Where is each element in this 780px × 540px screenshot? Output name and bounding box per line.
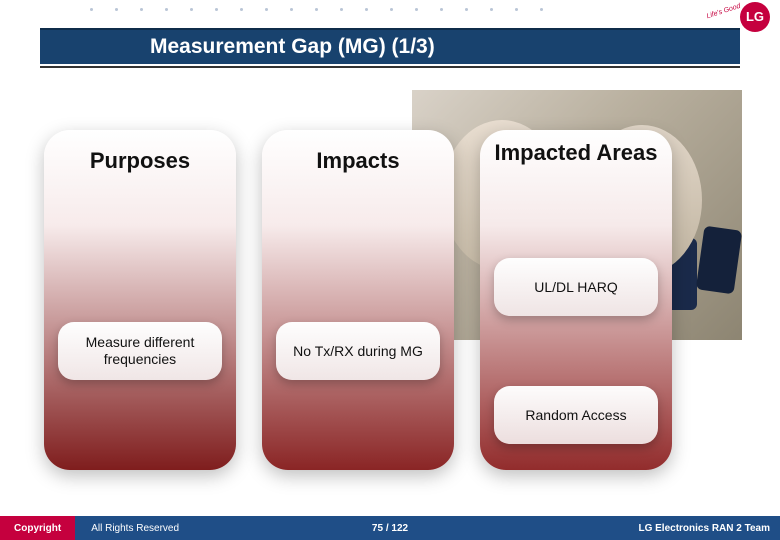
page-total: 122 xyxy=(391,523,408,534)
logo-mark: LG xyxy=(740,2,770,32)
footer-pager: 75 / 122 xyxy=(372,523,408,534)
column-2: Impacted Areas UL/DL HARQ Random Access xyxy=(480,130,672,470)
column-header: Purposes xyxy=(44,148,236,173)
pill: No Tx/RX during MG xyxy=(276,322,440,380)
footer-copyright: Copyright xyxy=(0,516,75,540)
logo-tagline: Life's Good xyxy=(706,3,742,21)
column-0: Purposes Measure different frequencies xyxy=(44,130,236,470)
pill: UL/DL HARQ xyxy=(494,258,658,316)
footer-bar: Copyright All Rights Reserved 75 / 122 L… xyxy=(0,516,780,540)
columns-container: Purposes Measure different frequencies Imp… xyxy=(44,130,672,470)
page-title: Measurement Gap (MG) (1/3) xyxy=(150,35,435,59)
column-header: Impacts xyxy=(262,148,454,173)
footer-rights: All Rights Reserved xyxy=(75,523,179,534)
column-header: Impacted Areas xyxy=(480,140,672,165)
column-1: Impacts No Tx/RX during MG xyxy=(262,130,454,470)
pill: Random Access xyxy=(494,386,658,444)
footer-team: LG Electronics RAN 2 Team xyxy=(638,523,770,534)
pill: Measure different frequencies xyxy=(58,322,222,380)
page-current: 75 xyxy=(372,523,383,534)
decorative-dots xyxy=(90,8,690,18)
title-bar: Measurement Gap (MG) (1/3) xyxy=(40,28,740,68)
